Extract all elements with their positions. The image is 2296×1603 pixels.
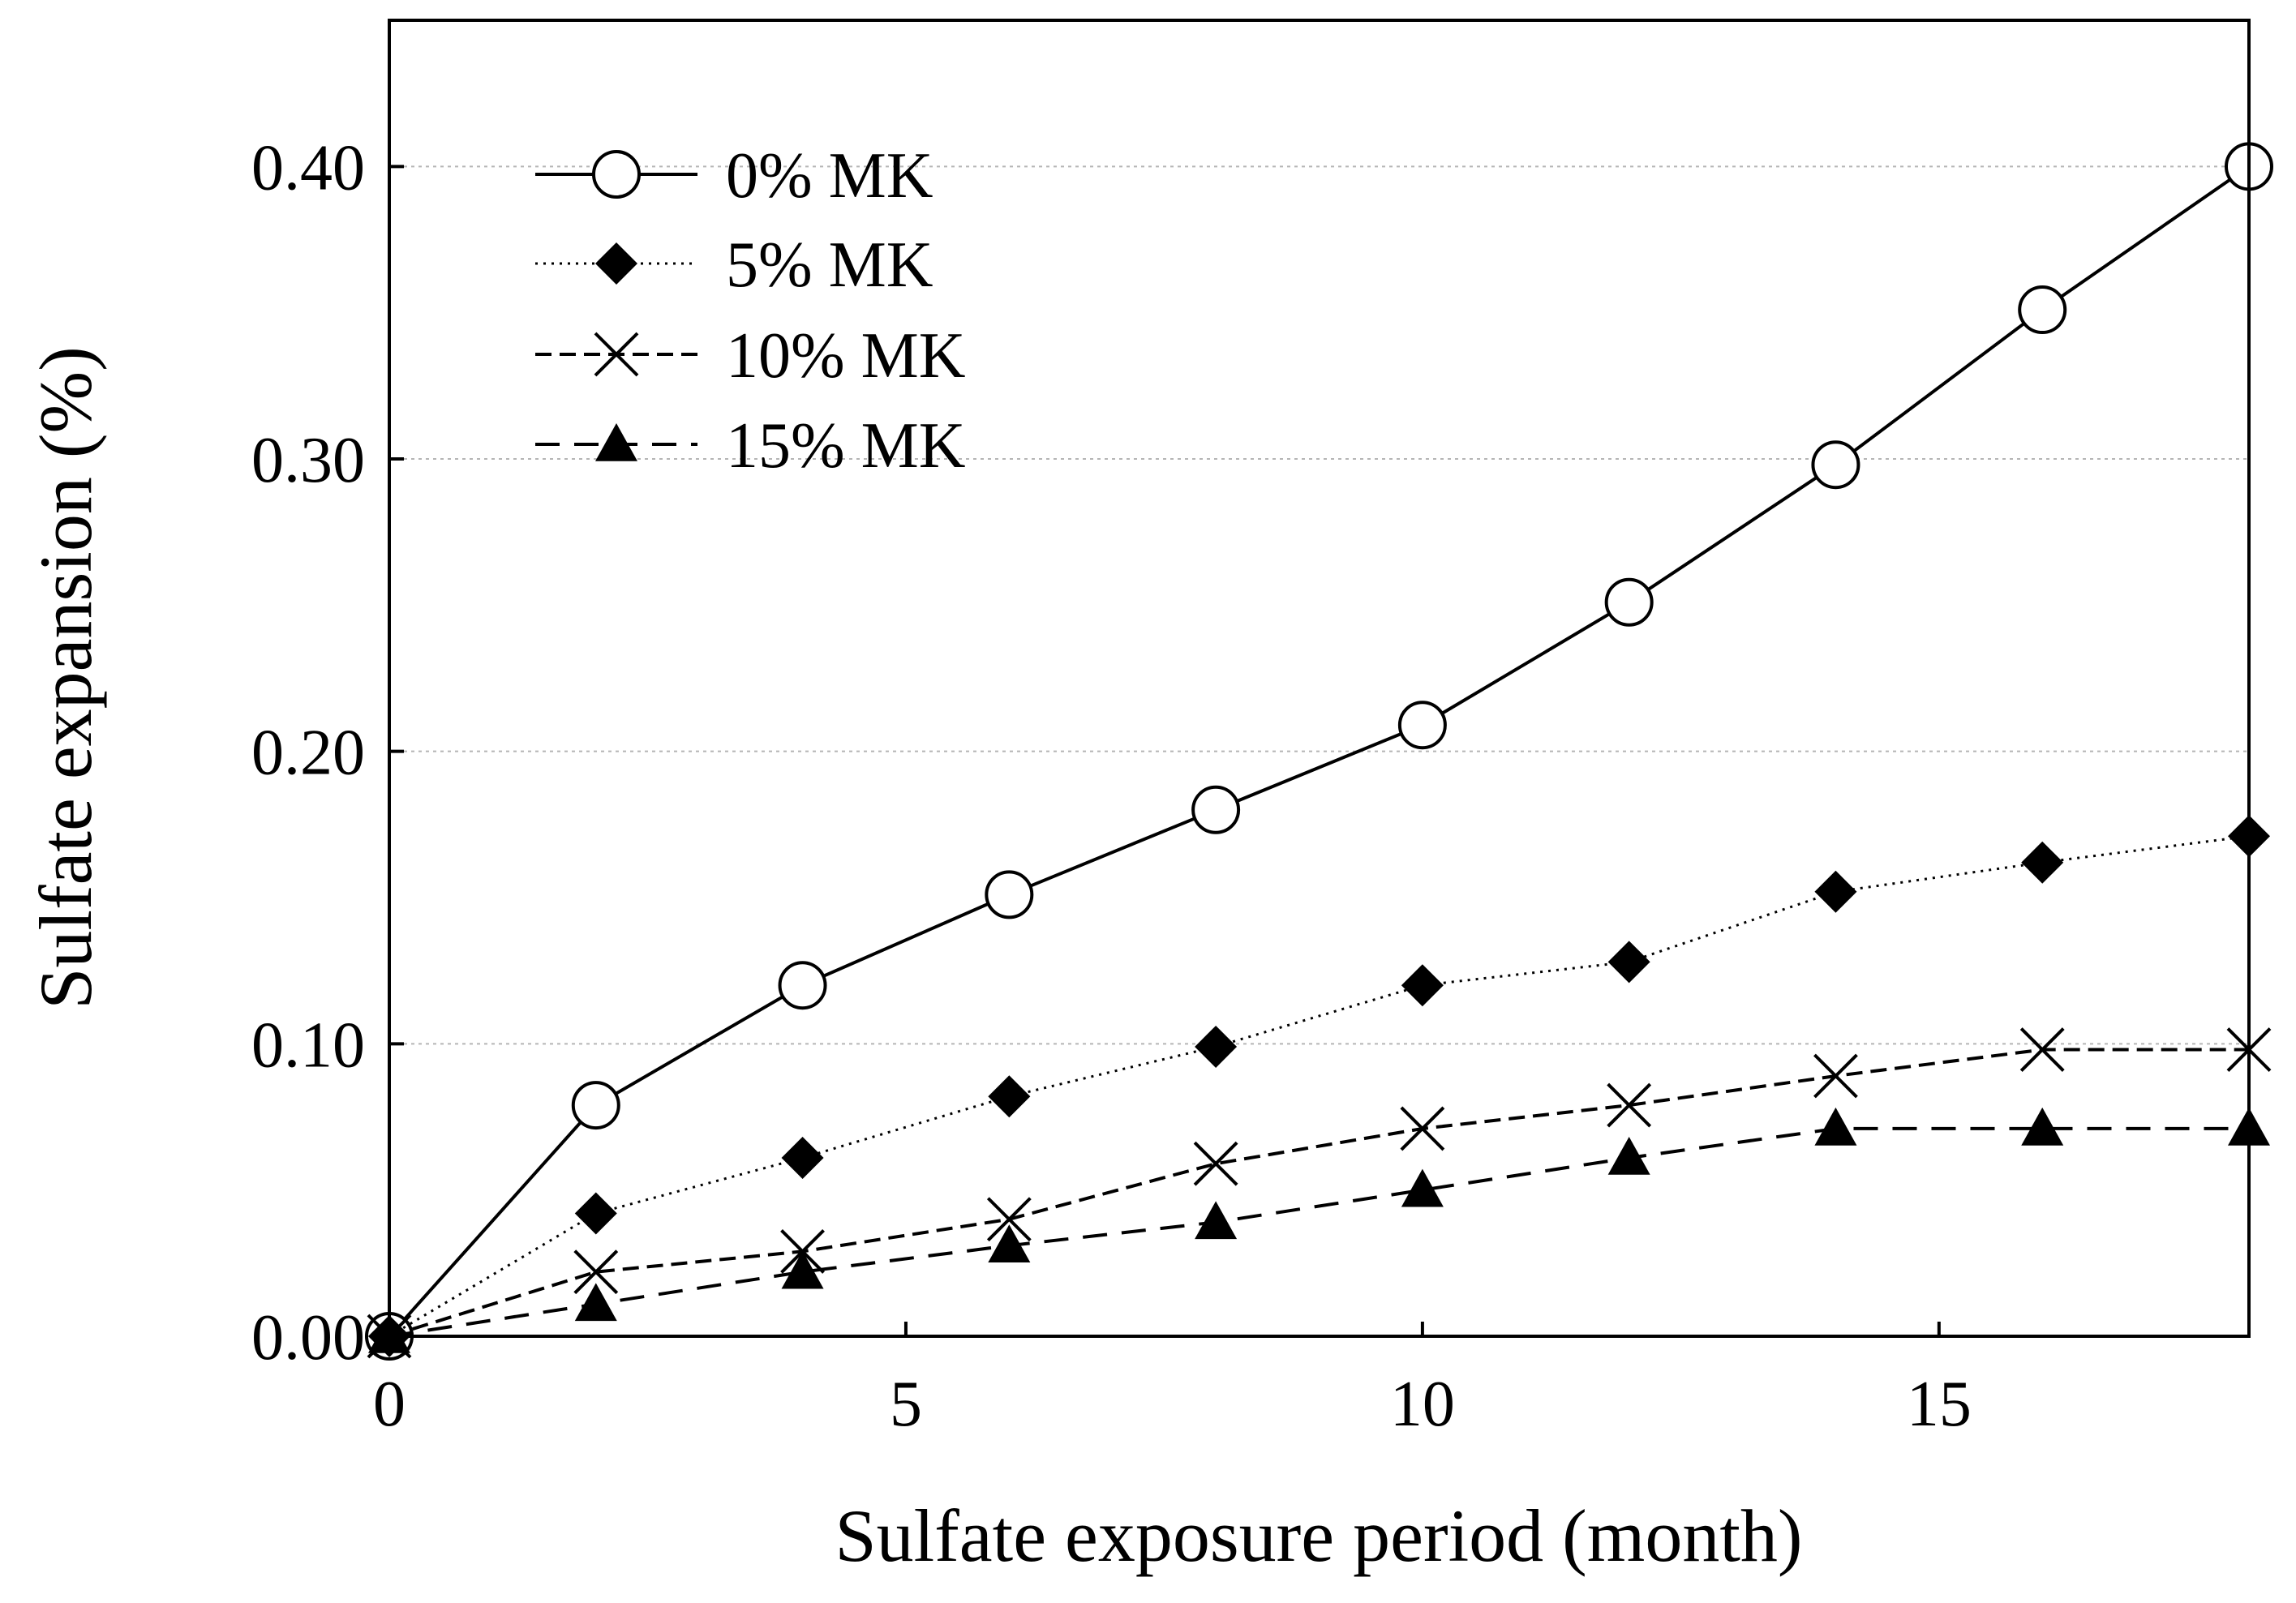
x-axis-title: Sulfate exposure period (month): [835, 1494, 1802, 1577]
legend-marker: [595, 242, 637, 285]
data-point: [1193, 1141, 1238, 1186]
data-point: [2018, 285, 2067, 335]
axis-ticks: 0.00 0.10 0.20 0.30 0.40 0 5 10 15: [251, 132, 1972, 1440]
x-tick-label: 5: [890, 1369, 922, 1440]
data-point: [2021, 1107, 2064, 1146]
x-tick-label: 15: [1907, 1369, 1972, 1440]
plot-frame: [388, 19, 2251, 1338]
series-line: [388, 165, 2251, 1338]
legend-item: 0% MK: [535, 140, 933, 212]
legend: 0% MK 5% MK 10% MK 15% MK: [535, 140, 966, 482]
data-point: [1401, 1168, 1444, 1207]
data-point: [988, 1224, 1031, 1262]
data-point: [1811, 440, 1860, 490]
series-3: [368, 1107, 2270, 1353]
data-point: [574, 1283, 617, 1322]
data-point: [1191, 785, 1241, 834]
data-point: [1397, 701, 1447, 750]
legend-item: 5% MK: [535, 229, 933, 301]
data-point: [1607, 1136, 1650, 1175]
data-point: [1814, 1107, 1857, 1146]
x-tick-label: 0: [373, 1369, 406, 1440]
y-tick-label: 0.30: [251, 425, 365, 496]
series-2: [367, 1027, 2272, 1359]
y-tick-label: 0.40: [251, 132, 365, 204]
series-1: [368, 815, 2270, 1357]
data-point: [781, 1250, 824, 1289]
data-point: [2021, 841, 2064, 884]
data-point: [1604, 577, 1654, 627]
data-point: [1400, 1106, 1445, 1151]
legend-item: 15% MK: [535, 410, 966, 482]
series-layer: [365, 142, 2273, 1361]
x-tick-label: 10: [1390, 1369, 1455, 1440]
data-point: [2019, 1027, 2065, 1072]
data-point: [986, 1197, 1032, 1242]
data-point: [1401, 964, 1444, 1007]
legend-marker: [592, 150, 641, 199]
series-line: [388, 1126, 2249, 1338]
data-point: [573, 1249, 619, 1295]
data-point: [1195, 1025, 1238, 1068]
series-line: [388, 834, 2250, 1338]
data-point: [1195, 1201, 1238, 1240]
data-point: [781, 1136, 824, 1179]
series-line: [388, 1048, 2249, 1338]
y-tick-label: 0.20: [251, 718, 365, 789]
legend-label: 5% MK: [726, 229, 933, 301]
legend-marker: [595, 423, 637, 461]
data-point: [1813, 1053, 1858, 1099]
data-point: [1814, 870, 1857, 913]
legend-item: 10% MK: [535, 320, 966, 392]
legend-label: 0% MK: [726, 140, 933, 212]
data-point: [1607, 941, 1650, 984]
data-point: [574, 1192, 617, 1235]
legend-marker: [594, 332, 639, 377]
data-point: [988, 1075, 1031, 1118]
data-point: [778, 961, 827, 1010]
legend-label: 15% MK: [726, 410, 966, 482]
legend-label: 10% MK: [726, 320, 966, 392]
y-axis-title: Sulfate expansion (%): [24, 346, 107, 1009]
data-point: [985, 870, 1034, 919]
data-point: [571, 1081, 620, 1130]
y-tick-label: 0.00: [251, 1302, 365, 1374]
data-point: [1607, 1082, 1652, 1128]
gridlines: [389, 165, 2249, 1045]
y-tick-label: 0.10: [251, 1009, 365, 1081]
